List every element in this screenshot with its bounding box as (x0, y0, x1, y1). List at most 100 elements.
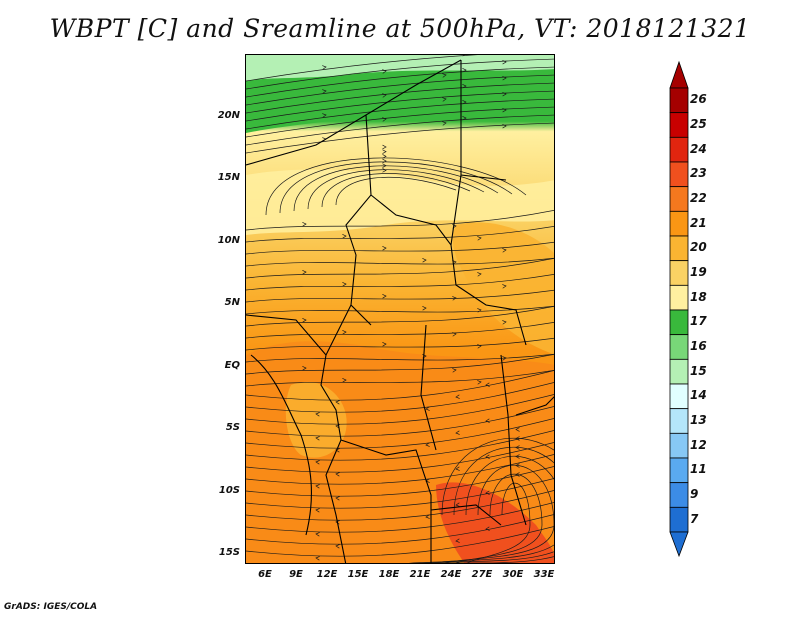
streamline-arrow (322, 113, 327, 118)
lon-label-18e: 18E (378, 569, 400, 580)
streamline-arrow (315, 484, 320, 489)
colorbar-swatch (669, 235, 689, 262)
lat-label-10n: 10N (217, 235, 240, 246)
streamline-arrow (342, 378, 347, 383)
streamline-arrow (477, 380, 482, 385)
streamline-arrow (302, 270, 307, 275)
streamline-arrow (477, 236, 482, 241)
streamline-arrow (485, 454, 490, 459)
streamline (246, 210, 554, 231)
streamline (442, 464, 554, 563)
streamline (293, 165, 499, 212)
colorbar-label: 14 (690, 388, 707, 403)
colorbar-swatch (669, 506, 689, 533)
streamline (246, 382, 554, 413)
colorbar-swatch (669, 112, 689, 138)
colorbar (669, 60, 689, 558)
map-canvas (246, 55, 554, 563)
streamline (431, 455, 554, 563)
streamline-arrow (335, 496, 340, 501)
streamline (246, 442, 554, 473)
streamline-arrow (315, 556, 320, 561)
streamline-arrow (477, 272, 482, 277)
lon-label-21e: 21E (409, 569, 431, 580)
colorbar-label: 7 (690, 511, 699, 526)
streamline (246, 526, 554, 557)
colorbar-label: 25 (690, 117, 707, 131)
streamline-arrow (382, 149, 387, 154)
streamline-arrow (477, 344, 482, 349)
lat-label-15s: 15S (218, 547, 240, 558)
lon-label-30e: 30E (502, 569, 524, 580)
streamline-arrow (422, 258, 427, 263)
streamline-arrow (452, 368, 457, 373)
streamline-arrow (502, 320, 507, 325)
map-panel (245, 54, 555, 564)
streamline-arrow (502, 248, 507, 253)
streamline-arrow (382, 246, 387, 251)
streamline (246, 225, 554, 243)
streamline-arrow (485, 418, 490, 423)
streamline (246, 478, 554, 509)
lat-label-5s: 5S (225, 422, 240, 433)
streamline (246, 353, 554, 363)
colorbar-swatch (669, 136, 689, 163)
colorbar-label: 24 (690, 141, 707, 156)
lon-label-24e: 24E (440, 569, 462, 580)
streamline-arrow (322, 65, 327, 70)
streamline (246, 98, 554, 130)
streamline-arrow (485, 526, 490, 531)
streamline (246, 418, 554, 449)
streamline (246, 369, 554, 387)
streamline-arrow (462, 67, 467, 73)
streamline-arrow (382, 168, 387, 173)
colorbar-label: 19 (690, 265, 707, 279)
colorbar-label: 12 (690, 437, 707, 452)
streamline-arrow (382, 342, 387, 347)
streamline (246, 466, 554, 497)
colorbar-label: 23 (690, 166, 707, 181)
streamline-arrow (462, 83, 467, 89)
streamline (246, 257, 554, 267)
streamline-arrow (335, 472, 340, 477)
streamline-arrow (425, 514, 430, 519)
lat-label-20n: 20N (217, 110, 240, 121)
lon-label-9e: 9E (289, 569, 303, 580)
colorbar-label: 17 (690, 314, 707, 329)
streamline-arrow (502, 59, 507, 65)
streamline-arrow (382, 117, 387, 122)
chart-title: WBPT [C] and Sreamline at 500hPa, VT: 20… (49, 14, 751, 43)
streamline-arrow (462, 99, 467, 105)
streamline (246, 502, 554, 533)
streamlines (246, 55, 554, 563)
streamline (246, 55, 478, 82)
colorbar-swatch (669, 457, 689, 484)
colorbar-swatch (669, 358, 689, 385)
streamline (246, 406, 554, 437)
colorbar-swatch (669, 210, 689, 237)
streamline-arrow (315, 412, 320, 417)
streamline (246, 289, 554, 303)
streamline-arrow (382, 158, 387, 164)
wbpt-23-patch (436, 482, 554, 563)
streamline-arrow (515, 427, 520, 432)
colorbar-swatch (669, 432, 689, 459)
country-borders (246, 59, 554, 563)
streamline (246, 430, 554, 461)
streamline-arrow (315, 460, 320, 465)
colorbar-label: 22 (690, 191, 707, 205)
streamline-arrow (425, 442, 430, 447)
colorbar-label: 21 (690, 215, 707, 230)
colorbar-swatch (669, 408, 689, 434)
lon-label-12e: 12E (316, 569, 338, 580)
streamline-arrow (502, 123, 507, 129)
lon-label-27e: 27E (471, 569, 493, 580)
lon-label-33e: 33E (533, 569, 555, 580)
streamline (246, 90, 554, 122)
streamline (246, 106, 554, 138)
streamline-arrow (442, 121, 447, 126)
colorbar-bottom-arrow (669, 531, 689, 558)
streamline-arrow (342, 330, 347, 335)
streamline-arrow (302, 318, 307, 323)
streamline (246, 370, 554, 401)
